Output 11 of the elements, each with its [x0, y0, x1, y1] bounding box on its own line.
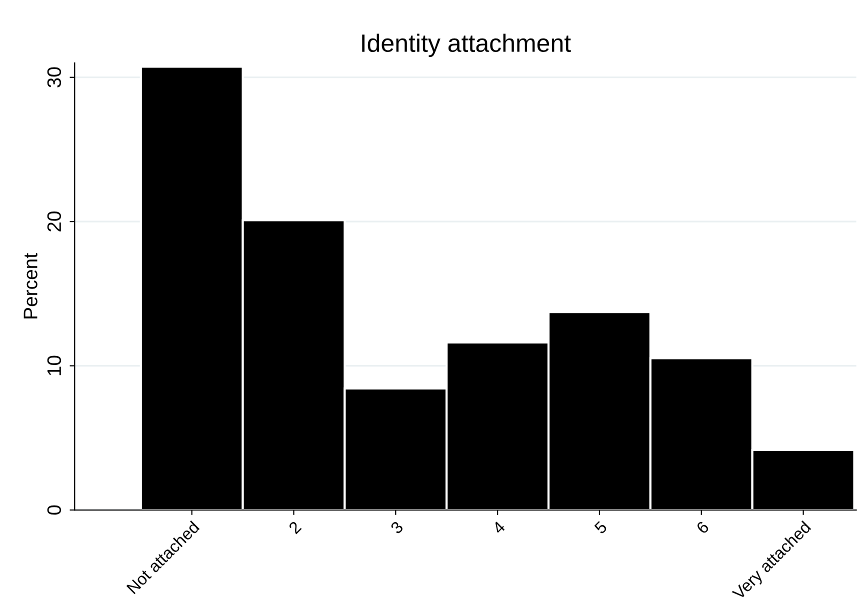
y-tick-label: 10 [47, 356, 62, 376]
y-axis-title: Percent [24, 253, 38, 318]
y-tick-label: 0 [47, 505, 62, 515]
x-tick-label: 2 [288, 520, 302, 534]
y-tick-label: 20 [47, 212, 62, 232]
y-tick-label: 30 [47, 67, 62, 88]
x-tick-label: 6 [696, 520, 710, 534]
x-tick-label: 5 [594, 520, 608, 534]
x-tick-label: 4 [492, 520, 506, 535]
x-tick-label: 3 [390, 520, 404, 534]
chart-title: Identity attachment [362, 34, 571, 57]
